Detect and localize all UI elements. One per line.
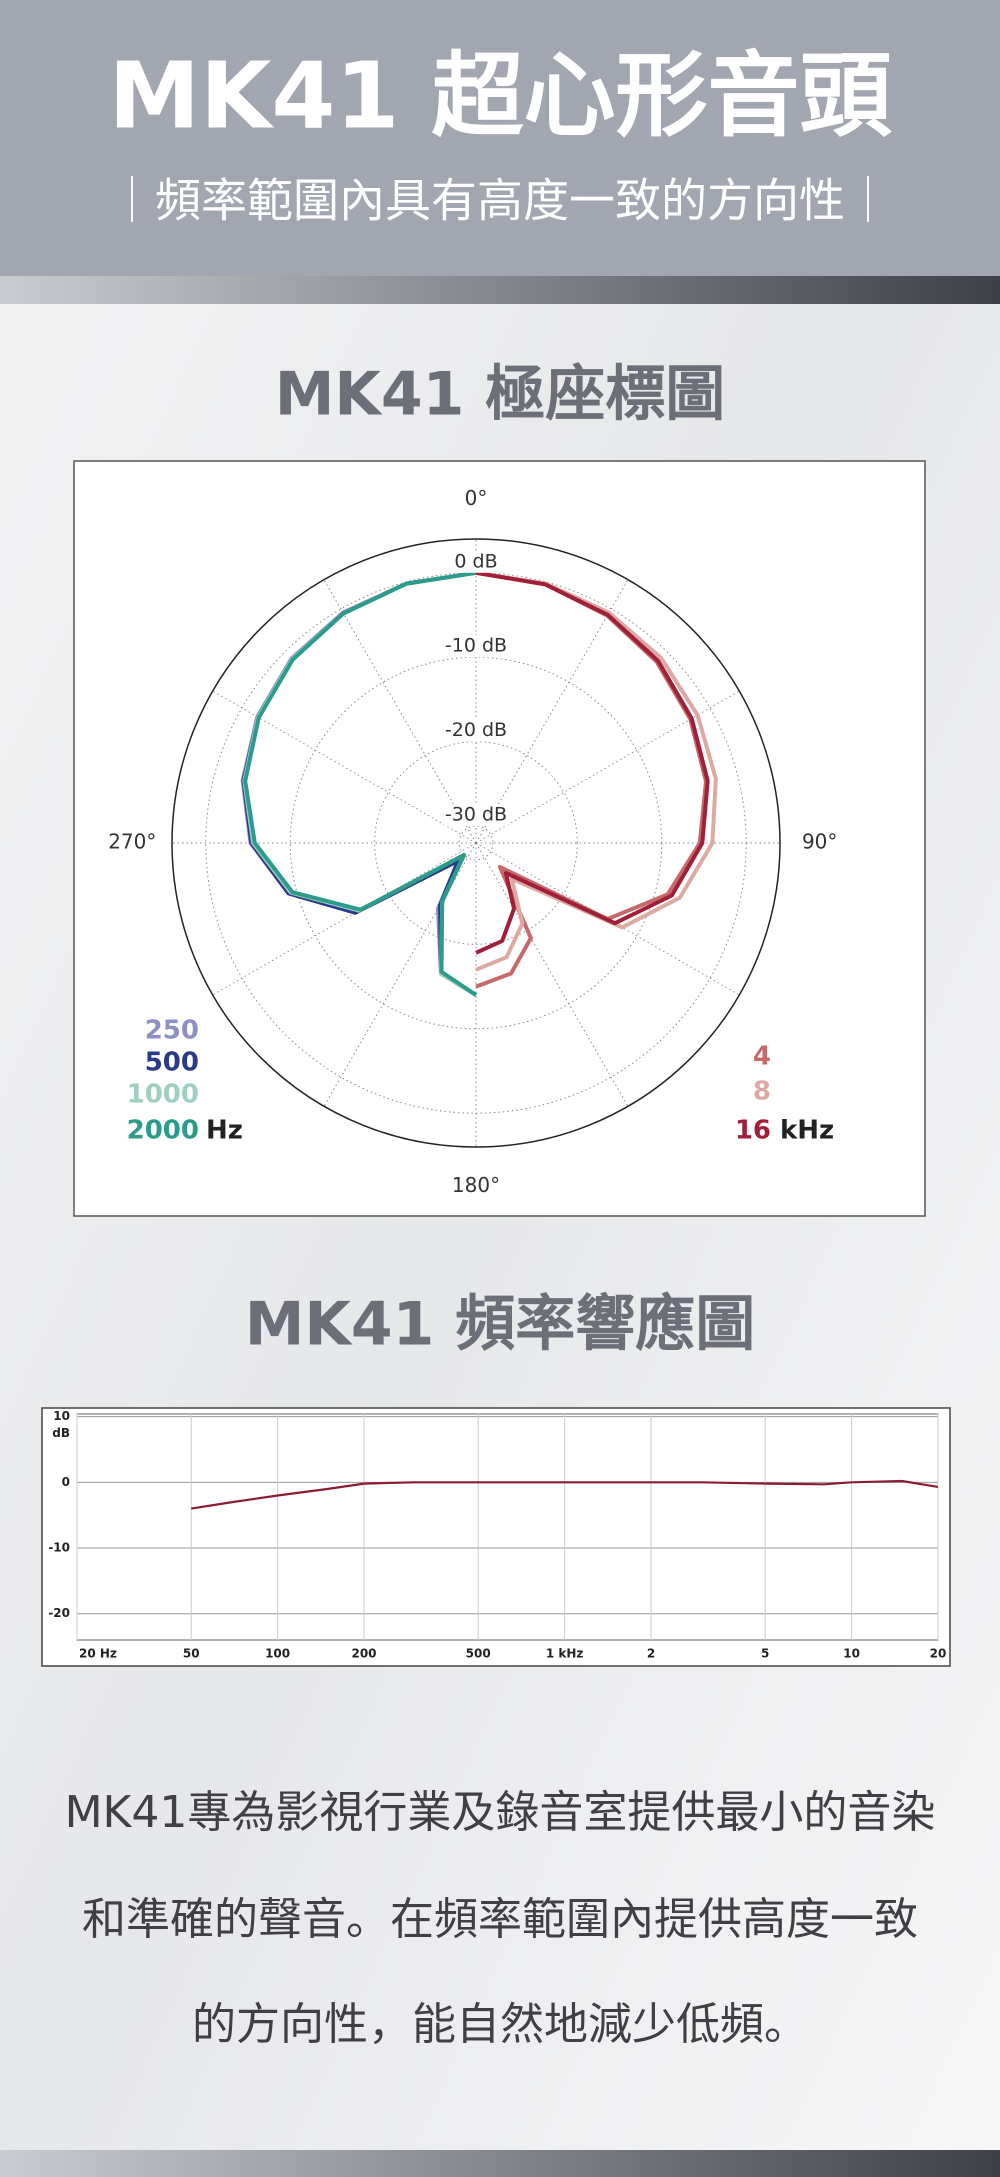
y-tick-label: 0 bbox=[62, 1475, 70, 1489]
y-tick-label: -20 bbox=[48, 1606, 70, 1620]
ring-label: -10 dB bbox=[445, 635, 507, 657]
x-tick-label: 50 bbox=[183, 1647, 200, 1661]
legend-entry: 1000 bbox=[127, 1080, 199, 1110]
polar-ring bbox=[205, 572, 747, 1114]
x-tick-label: 20 bbox=[930, 1647, 947, 1661]
header-band bbox=[0, 0, 1000, 276]
ring-label-bg bbox=[444, 635, 508, 658]
ring-label: -30 dB bbox=[445, 804, 507, 826]
polar-ring bbox=[458, 825, 494, 861]
ring-label: -20 dB bbox=[445, 719, 507, 741]
legend-entry: 500 bbox=[145, 1048, 199, 1078]
polar-spoke bbox=[212, 842, 477, 996]
angle-label: 0° bbox=[465, 486, 488, 510]
ring-label-bg bbox=[444, 804, 508, 827]
header-title: MK41 超心形音頭 bbox=[109, 42, 893, 149]
plot-area bbox=[76, 1413, 939, 1641]
polar-outer bbox=[171, 538, 781, 1148]
legend-unit: kHz bbox=[780, 1116, 834, 1146]
polar-chart: 0° 90° 180° 270° 0 dB -10 dB -20 dB -30 dB 25050… bbox=[108, 486, 837, 1197]
header-bar bbox=[0, 276, 1000, 304]
x-tick-label: 20 Hz bbox=[79, 1647, 117, 1661]
x-tick-label: 1 kHz bbox=[546, 1647, 584, 1661]
polar-spoke bbox=[475, 579, 629, 844]
x-tick-label: 100 bbox=[265, 1647, 290, 1661]
x-tick-label: 500 bbox=[466, 1647, 491, 1661]
angle-label: 180° bbox=[452, 1173, 500, 1197]
response-line bbox=[191, 1479, 939, 1510]
legend-entry: 16 bbox=[735, 1116, 771, 1146]
section-title: MK41 頻率響應圖 bbox=[245, 1290, 756, 1360]
polar-spoke bbox=[475, 842, 629, 1107]
description-line: MK41專為影視行業及錄音室提供最小的音染 bbox=[65, 1787, 936, 1838]
polar-ring bbox=[374, 741, 578, 945]
description-line: 和準確的聲音。在頻率範圍內提供高度一致 bbox=[82, 1894, 918, 1945]
x-tick-label: 5 bbox=[761, 1647, 769, 1661]
y-tick-label: 10 bbox=[53, 1409, 70, 1423]
response-chart: -20 -10 0 10 dB 20 Hz 50 100 200 500 1 kHz 2 5 10 20 bbox=[48, 1409, 946, 1660]
header-subtitle: ｜頻率範圍內具有高度一致的方向性｜ bbox=[109, 174, 891, 228]
ring-label-bg bbox=[444, 719, 508, 742]
polar-frame bbox=[73, 460, 926, 1217]
legend-unit: Hz bbox=[206, 1116, 243, 1146]
x-tick-label: 10 bbox=[843, 1647, 860, 1661]
polar-spoke bbox=[475, 842, 740, 996]
x-tick-label: 2 bbox=[647, 1647, 655, 1661]
polar-curve bbox=[475, 570, 710, 955]
y-tick-label: -10 bbox=[48, 1541, 70, 1555]
y-axis-label: dB bbox=[52, 1426, 70, 1440]
legend-entry: 250 bbox=[145, 1016, 199, 1046]
polar-spoke bbox=[323, 579, 477, 844]
polar-curve bbox=[243, 570, 478, 997]
ring-label: 0 dB bbox=[454, 550, 497, 572]
angle-label: 90° bbox=[802, 830, 837, 854]
description-line: 的方向性，能自然地減少低頻。 bbox=[192, 1999, 808, 2050]
polar-ring bbox=[289, 656, 663, 1030]
section-title: MK41 極座標圖 bbox=[275, 360, 726, 430]
polar-curve bbox=[475, 570, 718, 972]
angle-label: 270° bbox=[108, 830, 156, 854]
legend-entry: 4 bbox=[753, 1042, 771, 1072]
x-tick-label: 200 bbox=[351, 1647, 376, 1661]
legend-entry: 8 bbox=[753, 1077, 771, 1107]
footer-bar bbox=[0, 2150, 1000, 2177]
legend-entry: 2000 bbox=[127, 1116, 199, 1146]
ring-label-bg bbox=[444, 550, 508, 573]
polar-spoke bbox=[475, 690, 740, 844]
